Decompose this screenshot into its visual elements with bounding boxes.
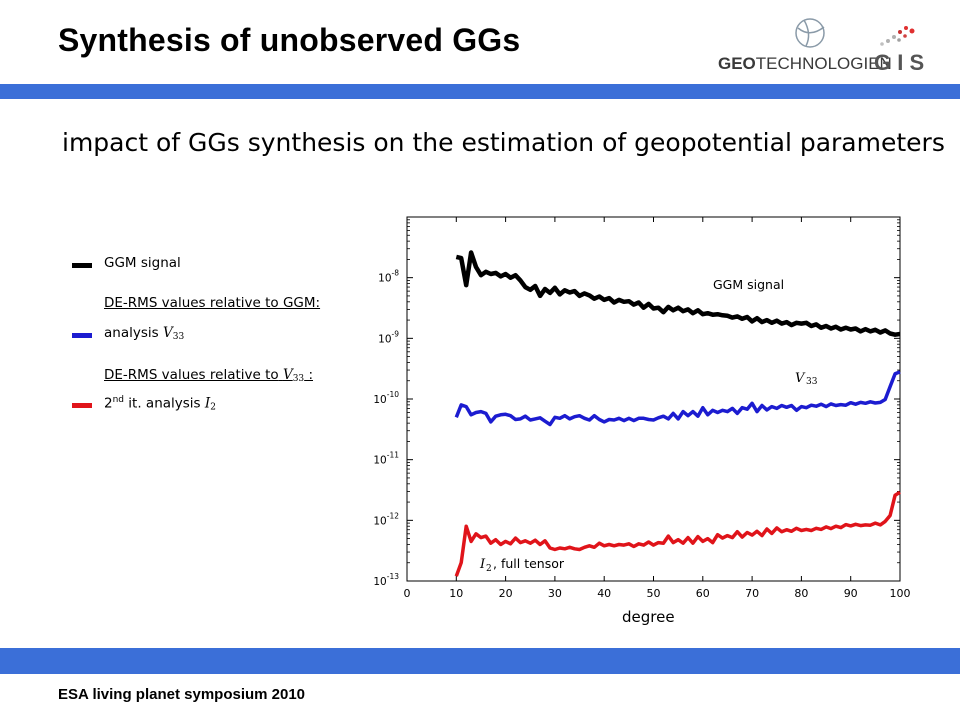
page-title: Synthesis of unobserved GGs: [58, 22, 521, 58]
annotation-v33-sub: 33: [806, 377, 818, 387]
legend-swatch-v33: [72, 333, 92, 338]
logo-tech-text: TECHNOLOGIEN: [755, 54, 892, 73]
x-tick-label: 20: [499, 587, 513, 600]
y-tick-label: 10-9: [378, 329, 399, 345]
series-line-i2: [454, 490, 901, 577]
logo-area: GEOTECHNOLOGIEN G I S: [700, 8, 950, 86]
legend-signal-label: GGM signal: [104, 255, 181, 271]
footer-bar: [0, 648, 960, 674]
y-tick-label: 10-11: [373, 451, 399, 467]
x-tick-label: 50: [647, 587, 661, 600]
header-divider-bar: [0, 84, 960, 99]
gis-dots-icon: [880, 26, 915, 46]
x-tick-label: 40: [597, 587, 611, 600]
y-tick-label: 10-12: [373, 511, 399, 527]
x-axis-label: degree: [622, 608, 675, 626]
series-line-v33: [454, 370, 901, 427]
legend-swatch-i2: [72, 403, 92, 408]
annotation-i2: I: [479, 557, 486, 572]
x-tick-label: 30: [548, 587, 562, 600]
chart-svg: 0 10 20 30 40 50 60 70 80 90 100 10-8 10-9 10-10 10-11…: [373, 216, 911, 600]
logo-geo-text: GEO: [718, 54, 756, 73]
annotation-full-tensor: , full tensor: [493, 556, 565, 571]
annotation-ggm-signal: GGM signal: [713, 277, 784, 292]
series-line-ggm-signal: [455, 250, 901, 337]
x-tick-label: 70: [745, 587, 759, 600]
legend-second-analysis: 2nd it. analysis I2: [104, 395, 216, 413]
legend-rms-v33-heading: DE-RMS values relative to V33 :: [104, 367, 313, 384]
y-tick-label: 10-13: [373, 572, 399, 588]
x-tick-label: 80: [794, 587, 808, 600]
logo-gis-text: G I S: [874, 50, 925, 75]
annotation-v33: V: [795, 371, 806, 386]
x-tick-label: 10: [449, 587, 463, 600]
geo-globe-icon: [795, 18, 825, 48]
x-tick-label: 60: [696, 587, 710, 600]
x-tick-label: 0: [404, 587, 411, 600]
y-tick-label: 10-8: [378, 269, 399, 285]
legend-rms-ggm-heading: DE-RMS values relative to GGM:: [104, 295, 321, 311]
legend-swatch-signal: [72, 263, 92, 268]
legend-analysis-v33: analysis V33: [104, 325, 185, 342]
x-tick-label: 100: [890, 587, 911, 600]
chart: 0 10 20 30 40 50 60 70 80 90 100 10-8 10-9 10-10 10-11…: [360, 212, 930, 642]
footer-text: ESA living planet symposium 2010: [58, 686, 306, 703]
x-tick-label: 90: [844, 587, 858, 600]
y-tick-label: 10-10: [373, 390, 399, 406]
slide-subtitle: impact of GGs synthesis on the estimatio…: [62, 128, 945, 157]
annotation-i2-sub: 2: [486, 564, 492, 574]
